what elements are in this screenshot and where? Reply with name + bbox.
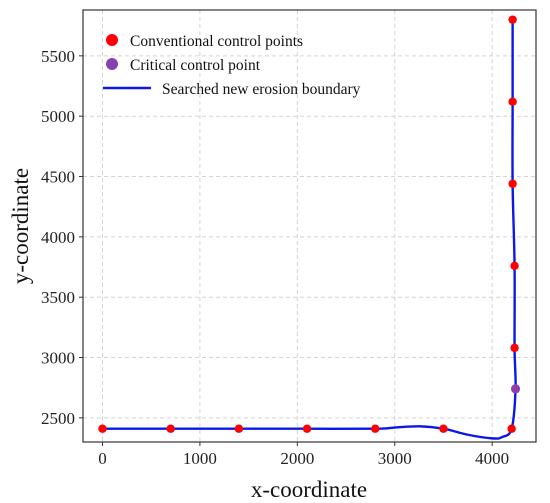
conventional-control-point [439, 424, 448, 433]
x-axis-title: x-coordinate [251, 477, 367, 502]
boundary-line-layer [102, 19, 517, 440]
x-tick-label: 2000 [280, 449, 314, 468]
y-tick-label: 4500 [41, 168, 75, 187]
conventional-control-point [98, 424, 107, 433]
conventional-control-point [234, 424, 244, 433]
grid [83, 10, 536, 442]
y-tick-label: 3500 [41, 288, 75, 307]
legend-conventional-marker [106, 34, 118, 46]
points-layer [98, 15, 521, 433]
tick-labels: 0 1000 2000 3000 4000 2500 3000 3500 4000 4500 500… [41, 47, 509, 468]
conventional-control-point [302, 424, 312, 433]
legend-boundary-label: Searched new erosion boundary [162, 81, 361, 98]
critical-control-point [510, 384, 521, 394]
x-tick-label: 3000 [378, 449, 412, 468]
y-tick-label: 3000 [41, 349, 75, 368]
conventional-control-point [508, 15, 517, 24]
legend: Conventional control points Critical con… [103, 33, 361, 98]
y-tick-label: 4000 [41, 228, 75, 247]
plot-frame [82, 9, 537, 443]
y-tick-label: 5000 [41, 107, 75, 126]
y-tick-label: 2500 [41, 409, 75, 428]
conventional-control-point [510, 261, 519, 271]
x-tick-label: 1000 [183, 449, 217, 468]
conventional-control-point [510, 343, 519, 353]
legend-conventional-label: Conventional control points [130, 33, 303, 50]
conventional-control-point [371, 424, 380, 433]
x-tick-label: 4000 [475, 449, 509, 468]
y-tick-label: 5500 [41, 47, 75, 66]
conventional-control-point [507, 424, 516, 433]
erosion-boundary-line [102, 19, 517, 440]
x-tick-label: 0 [98, 449, 107, 468]
conventional-control-point [166, 424, 175, 433]
conventional-control-point [508, 97, 517, 106]
y-axis-title: y-coordinate [8, 168, 33, 284]
legend-critical-marker [106, 58, 118, 70]
conventional-control-point [508, 179, 517, 188]
legend-critical-label: Critical control point [130, 57, 261, 74]
